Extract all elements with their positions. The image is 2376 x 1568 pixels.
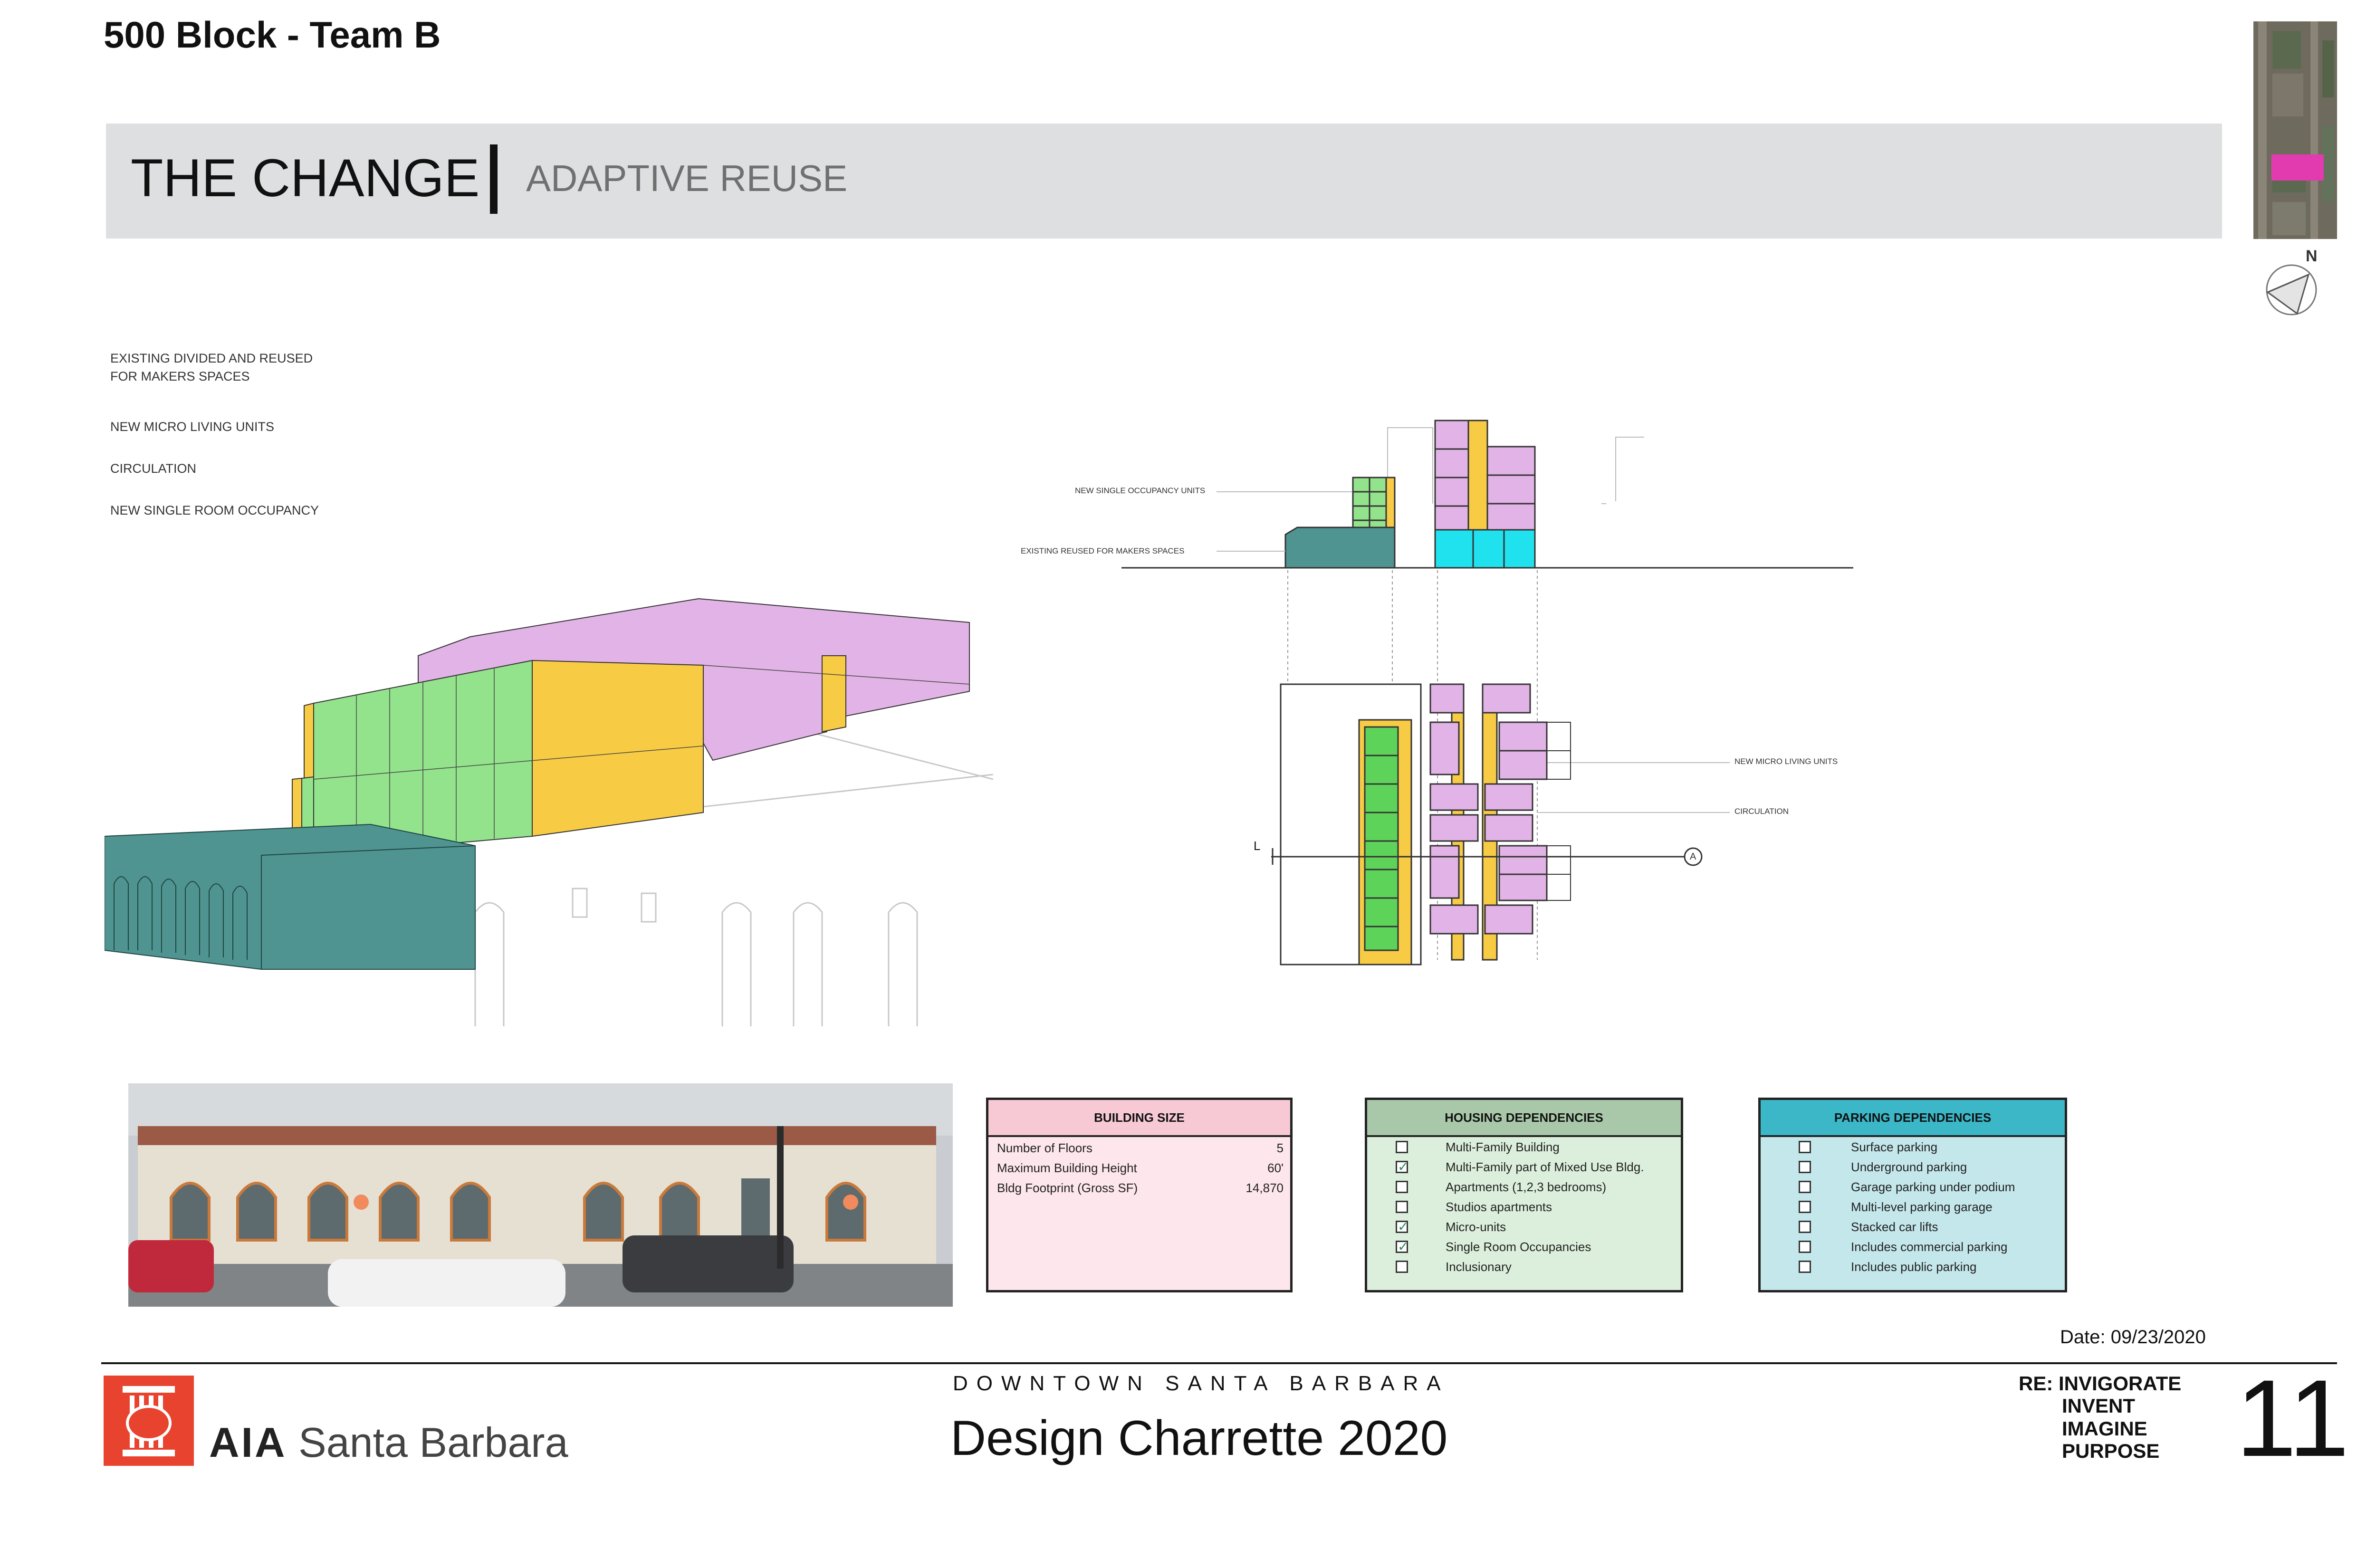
legend-micro-living: NEW MICRO LIVING UNITS (110, 420, 275, 434)
perspective-massing-diagram (105, 598, 993, 1026)
aia-abbr: AIA (209, 1419, 287, 1466)
housing-item-label: Multi-Family Building (1446, 1140, 1560, 1154)
svg-text:N: N (2306, 247, 2318, 265)
housing-dependencies-table: HOUSING DEPENDENCIES Multi-Family Buildi… (1365, 1098, 1683, 1292)
re-line: INVENT (2062, 1395, 2136, 1417)
north-arrow-icon: N (2266, 247, 2318, 316)
parking-checkbox[interactable] (1799, 1201, 1811, 1213)
banner-divider (490, 144, 498, 214)
housing-checkbox[interactable] (1396, 1141, 1408, 1153)
parking-item-label: Surface parking (1851, 1140, 1938, 1154)
building-size-label: Bldg Footprint (Gross SF) (997, 1181, 1138, 1195)
housing-item-label: Multi-Family part of Mixed Use Bldg. (1446, 1160, 1644, 1174)
section-marker-label: A (1690, 851, 1696, 862)
housing-item-label: Single Room Occupancies (1446, 1240, 1591, 1254)
legend-single-room: NEW SINGLE ROOM OCCUPANCY (110, 503, 319, 517)
team-title: 500 Block - Team B (104, 14, 441, 56)
section-tick-label: L (1254, 839, 1261, 853)
parking-item-label: Garage parking under podium (1851, 1180, 2015, 1194)
label-micro-living: NEW MICRO LIVING UNITS (1734, 757, 1838, 766)
parking-item-label: Includes public parking (1851, 1260, 1977, 1274)
aia-wordmark: AIA Santa Barbara (209, 1418, 568, 1467)
label-circulation: CIRCULATION (1734, 807, 1789, 816)
label-single-occupancy: NEW SINGLE OCCUPANCY UNITS (1075, 486, 1206, 495)
parking-item-label: Includes commercial parking (1851, 1240, 2008, 1254)
parking-checkbox[interactable] (1799, 1241, 1811, 1253)
parking-item-label: Stacked car lifts (1851, 1220, 1938, 1234)
footer-divider (101, 1362, 2337, 1364)
parking-dependencies-table: PARKING DEPENDENCIES Surface parking Und… (1758, 1098, 2067, 1292)
housing-checkbox[interactable] (1396, 1181, 1408, 1193)
housing-title: HOUSING DEPENDENCIES (1367, 1100, 1681, 1137)
downtown-label: DOWNTOWN SANTA BARBARA (953, 1372, 1449, 1395)
legend-makers-line1: EXISTING DIVIDED AND REUSED (110, 351, 313, 365)
legend-circulation: CIRCULATION (110, 461, 197, 476)
re-line: RE: INVIGORATE (2019, 1372, 2182, 1395)
re-line: IMAGINE (2062, 1417, 2147, 1440)
parking-item-label: Multi-level parking garage (1851, 1200, 1993, 1214)
parking-checkbox[interactable] (1799, 1261, 1811, 1273)
existing-building-photo (128, 1083, 953, 1307)
building-size-title: BUILDING SIZE (988, 1100, 1290, 1137)
housing-checkbox[interactable] (1396, 1201, 1408, 1213)
banner-subtitle: ADAPTIVE REUSE (526, 157, 848, 199)
legend-makers-line2: FOR MAKERS SPACES (110, 369, 250, 383)
building-size-value: 14,870 (1245, 1181, 1284, 1195)
building-size-table: BUILDING SIZE Number of Floors 5 Maximum… (986, 1098, 1293, 1292)
site-aerial-map (2253, 21, 2337, 239)
event-title: Design Charrette 2020 (950, 1411, 1448, 1466)
parking-checkbox[interactable] (1799, 1161, 1811, 1173)
date-label: Date: 09/23/2020 (2060, 1327, 2206, 1348)
aia-logo-icon (104, 1376, 194, 1466)
housing-checkbox[interactable] (1396, 1219, 1408, 1234)
re-tagline: RE: INVIGORATE INVENT IMAGINE PURPOSE (2019, 1372, 2181, 1463)
title-banner: THE CHANGE ADAPTIVE REUSE (106, 124, 2222, 239)
aia-chapter: Santa Barbara (298, 1419, 568, 1466)
banner-title: THE CHANGE (131, 148, 480, 208)
re-line: PURPOSE (2062, 1440, 2160, 1463)
parking-checkbox[interactable] (1799, 1181, 1811, 1193)
section-and-plan-diagram (1121, 420, 1853, 966)
housing-item-label: Inclusionary (1446, 1260, 1512, 1274)
housing-item-label: Apartments (1,2,3 bedrooms) (1446, 1180, 1607, 1194)
parking-item-label: Underground parking (1851, 1160, 1967, 1174)
site-highlight (2271, 154, 2324, 181)
parking-title: PARKING DEPENDENCIES (1761, 1100, 2065, 1137)
housing-item-label: Micro-units (1446, 1220, 1506, 1234)
label-makers: EXISTING REUSED FOR MAKERS SPACES (1021, 546, 1185, 555)
parking-checkbox[interactable] (1799, 1141, 1811, 1153)
page-number: 11 (2236, 1357, 2349, 1479)
building-size-value: 60' (1267, 1161, 1284, 1175)
housing-checkbox[interactable] (1396, 1239, 1408, 1254)
housing-checkbox[interactable] (1396, 1159, 1408, 1175)
parking-checkbox[interactable] (1799, 1221, 1811, 1233)
building-size-value: 5 (1276, 1141, 1284, 1155)
housing-item-label: Studios apartments (1446, 1200, 1552, 1214)
building-size-label: Number of Floors (997, 1141, 1092, 1155)
building-size-label: Maximum Building Height (997, 1161, 1137, 1175)
housing-checkbox[interactable] (1396, 1261, 1408, 1273)
